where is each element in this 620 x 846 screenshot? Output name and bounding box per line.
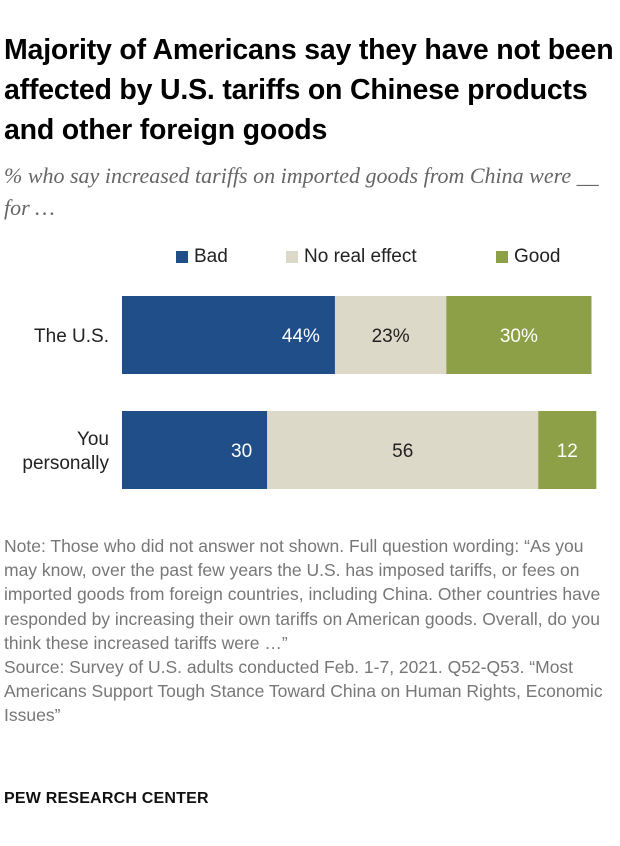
data-label-good-you-personally: 12	[557, 441, 578, 462]
legend-swatch-bad	[176, 251, 188, 263]
bar-bad-you-personally	[122, 411, 268, 489]
category-label-the-u-s: The U.S.	[34, 326, 109, 347]
legend-item-good: Good	[496, 246, 560, 268]
bar-good-the-u-s	[446, 296, 592, 374]
data-label-no-real-effect-the-u-s: 23%	[372, 326, 410, 347]
note-text: Note: Those who did not answer not shown…	[4, 536, 601, 653]
bar-no-real-effect-you-personally	[267, 411, 539, 489]
source-text: Source: Survey of U.S. adults conducted …	[4, 657, 603, 726]
legend-label-bad: Bad	[194, 246, 228, 267]
brand-name: PEW RESEARCH CENTER	[4, 790, 209, 807]
data-label-good-the-u-s: 30%	[500, 326, 538, 347]
legend-swatch-no-real-effect	[286, 251, 298, 263]
data-label-no-real-effect-you-personally: 56	[392, 441, 413, 462]
data-label-bad-you-personally: 30	[231, 441, 252, 462]
notes: Note: Those who did not answer not shown…	[4, 534, 610, 728]
legend: Bad No real effect Good	[0, 246, 620, 272]
legend-item-no-real-effect: No real effect	[286, 246, 417, 268]
legend-swatch-good	[496, 251, 508, 263]
bar-good-you-personally	[538, 411, 597, 489]
bar-no-real-effect-the-u-s	[334, 296, 447, 374]
stacked-bar-chart: The U.S. 44% 23% 30% You personally 30 56 12	[22, 296, 597, 489]
data-label-bad-the-u-s: 44%	[282, 326, 320, 347]
bar-bad-the-u-s	[122, 296, 335, 374]
chart-title: Majority of Americans say they have not …	[4, 34, 614, 146]
legend-label-no-real-effect: No real effect	[304, 246, 417, 267]
chart-subtitle: % who say increased tariffs on imported …	[4, 163, 599, 220]
legend-item-bad: Bad	[176, 246, 228, 268]
category-label-you-personally: You personally	[22, 429, 109, 474]
legend-label-good: Good	[514, 246, 561, 267]
